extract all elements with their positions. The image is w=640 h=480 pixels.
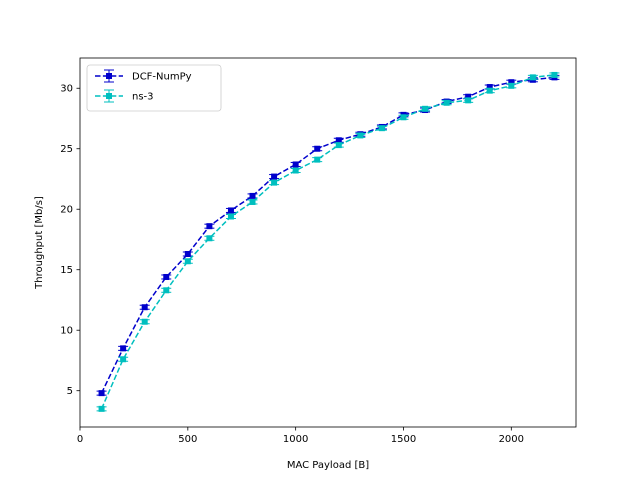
- data-point: [249, 198, 256, 205]
- data-point: [465, 97, 472, 104]
- data-point: [163, 273, 170, 280]
- data-point: [120, 356, 127, 363]
- data-point: [486, 84, 493, 91]
- data-point: [335, 142, 342, 149]
- x-axis: 0 500 1000 1500 2000: [77, 427, 524, 445]
- data-point: [486, 87, 493, 94]
- plot-area: [96, 71, 560, 412]
- legend-entry: ns-3: [95, 89, 154, 103]
- data-point: [98, 405, 105, 412]
- data-point: [292, 167, 299, 174]
- data-point: [184, 258, 191, 265]
- y-tick-label: 10: [60, 326, 73, 337]
- series-line: [100, 76, 555, 394]
- data-point: [184, 250, 191, 257]
- series-line: [100, 74, 555, 410]
- data-point: [378, 125, 385, 132]
- legend: DCF-NumPy ns-3: [86, 64, 222, 112]
- legend-marker: [106, 73, 112, 79]
- x-axis-label: MAC Payload [B]: [287, 460, 369, 471]
- y-tick-label: 15: [60, 265, 73, 276]
- x-tick-label: 500: [178, 434, 197, 445]
- data-point: [206, 223, 213, 230]
- data-point: [98, 390, 105, 397]
- data-point: [271, 173, 278, 180]
- data-point: [357, 132, 364, 139]
- data-point: [227, 213, 234, 220]
- data-point: [400, 114, 407, 121]
- data-point: [529, 74, 536, 81]
- axes-frame: [79, 57, 577, 428]
- data-point: [249, 192, 256, 199]
- data-point: [422, 105, 429, 112]
- data-point: [206, 235, 213, 242]
- data-point: [227, 207, 234, 214]
- x-tick-label: 1000: [283, 434, 308, 445]
- y-axis: 5 10 15 20 25 30: [60, 84, 80, 397]
- data-point: [508, 79, 515, 86]
- data-point: [141, 318, 148, 325]
- series-2: [96, 71, 560, 412]
- data-point: [335, 137, 342, 144]
- y-axis-label: Throughput [Mb/s]: [34, 196, 45, 290]
- data-point: [120, 345, 127, 352]
- x-tick-label: 2000: [499, 434, 524, 445]
- legend-entry: DCF-NumPy: [95, 69, 192, 83]
- data-point: [292, 161, 299, 168]
- x-tick-label: 1500: [391, 434, 416, 445]
- legend-label: DCF-NumPy: [132, 72, 192, 83]
- y-tick-label: 5: [67, 386, 73, 397]
- x-tick-label: 0: [77, 434, 83, 445]
- data-point: [314, 145, 321, 152]
- legend-marker: [106, 93, 112, 99]
- y-tick-label: 25: [60, 144, 73, 155]
- legend-label: ns-3: [132, 92, 154, 103]
- data-point: [551, 71, 558, 78]
- data-point: [443, 99, 450, 106]
- data-point: [465, 93, 472, 100]
- data-point: [163, 287, 170, 294]
- data-point: [314, 156, 321, 163]
- data-point: [508, 82, 515, 89]
- y-tick-label: 20: [60, 205, 73, 216]
- y-tick-label: 30: [60, 84, 73, 95]
- data-point: [141, 304, 148, 311]
- data-point: [271, 179, 278, 186]
